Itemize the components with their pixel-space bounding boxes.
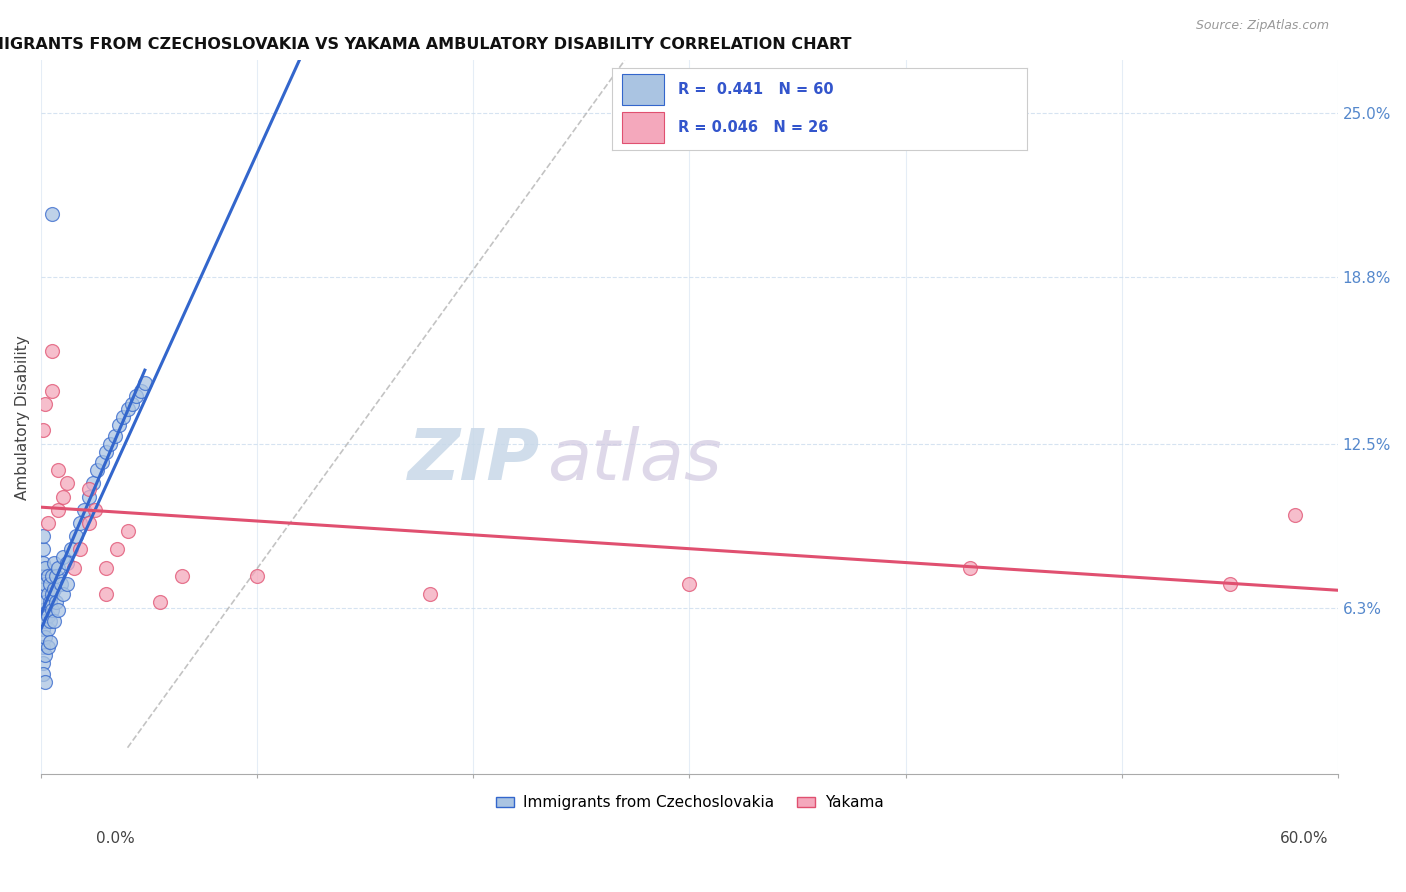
Point bbox=[103, 429, 125, 443]
Point bbox=[959, 561, 981, 575]
Point bbox=[84, 503, 107, 517]
Point bbox=[32, 640, 55, 655]
Point bbox=[38, 576, 60, 591]
Point bbox=[42, 556, 65, 570]
Point bbox=[48, 503, 70, 517]
Point bbox=[34, 674, 56, 689]
Point bbox=[419, 587, 441, 601]
Point bbox=[38, 614, 60, 628]
Point bbox=[32, 622, 55, 636]
Point bbox=[94, 561, 117, 575]
Point bbox=[37, 640, 59, 655]
Point bbox=[34, 595, 56, 609]
Text: ZIP: ZIP bbox=[408, 425, 540, 494]
Point bbox=[32, 582, 55, 596]
Point bbox=[134, 376, 156, 390]
Point bbox=[37, 608, 59, 623]
Point bbox=[108, 418, 131, 433]
Point bbox=[34, 561, 56, 575]
Point bbox=[62, 561, 84, 575]
Point bbox=[38, 595, 60, 609]
Point bbox=[32, 424, 55, 438]
Point bbox=[42, 614, 65, 628]
Point bbox=[125, 389, 148, 403]
Point bbox=[94, 587, 117, 601]
Point bbox=[56, 576, 79, 591]
Point bbox=[32, 529, 55, 543]
Point bbox=[48, 561, 70, 575]
Point bbox=[1284, 508, 1306, 522]
Point bbox=[117, 402, 139, 417]
Point bbox=[77, 516, 100, 530]
Point bbox=[56, 476, 79, 491]
Point bbox=[86, 463, 108, 477]
Point bbox=[60, 542, 83, 557]
Point bbox=[1219, 576, 1241, 591]
Point bbox=[73, 503, 96, 517]
Point bbox=[32, 556, 55, 570]
Point bbox=[34, 397, 56, 411]
Point bbox=[32, 569, 55, 583]
Point bbox=[32, 656, 55, 670]
Point bbox=[52, 587, 75, 601]
Point bbox=[678, 576, 700, 591]
Point bbox=[32, 666, 55, 681]
Point bbox=[41, 587, 63, 601]
Point bbox=[77, 482, 100, 496]
Point bbox=[48, 463, 70, 477]
Point bbox=[82, 476, 104, 491]
Point bbox=[41, 384, 63, 398]
Point bbox=[77, 490, 100, 504]
Point bbox=[38, 635, 60, 649]
Point bbox=[42, 582, 65, 596]
Point bbox=[37, 569, 59, 583]
Point bbox=[121, 397, 143, 411]
Point bbox=[32, 603, 55, 617]
Point bbox=[37, 587, 59, 601]
Point bbox=[112, 410, 135, 425]
Text: 60.0%: 60.0% bbox=[1281, 831, 1329, 846]
Point bbox=[69, 516, 91, 530]
Point bbox=[45, 595, 67, 609]
Text: 0.0%: 0.0% bbox=[96, 831, 135, 846]
Point bbox=[41, 569, 63, 583]
Point bbox=[94, 444, 117, 458]
Point bbox=[34, 648, 56, 662]
Point bbox=[52, 550, 75, 565]
Y-axis label: Ambulatory Disability: Ambulatory Disability bbox=[15, 334, 30, 500]
Point bbox=[65, 529, 87, 543]
Text: Source: ZipAtlas.com: Source: ZipAtlas.com bbox=[1195, 19, 1329, 31]
Point bbox=[41, 344, 63, 359]
Text: IMMIGRANTS FROM CZECHOSLOVAKIA VS YAKAMA AMBULATORY DISABILITY CORRELATION CHART: IMMIGRANTS FROM CZECHOSLOVAKIA VS YAKAMA… bbox=[0, 37, 852, 53]
Point bbox=[41, 603, 63, 617]
Point bbox=[129, 384, 152, 398]
Point bbox=[48, 603, 70, 617]
Point bbox=[34, 576, 56, 591]
Point bbox=[34, 614, 56, 628]
Point bbox=[117, 524, 139, 538]
Point bbox=[149, 595, 172, 609]
Point bbox=[52, 490, 75, 504]
Point bbox=[246, 569, 269, 583]
Point bbox=[170, 569, 193, 583]
Point bbox=[37, 622, 59, 636]
Point bbox=[56, 556, 79, 570]
Point bbox=[32, 542, 55, 557]
Point bbox=[105, 542, 128, 557]
Point bbox=[37, 516, 59, 530]
Point bbox=[34, 630, 56, 644]
Text: atlas: atlas bbox=[547, 425, 721, 494]
Point bbox=[45, 569, 67, 583]
Point bbox=[41, 207, 63, 221]
Point bbox=[49, 576, 72, 591]
Legend: Immigrants from Czechoslovakia, Yakama: Immigrants from Czechoslovakia, Yakama bbox=[489, 789, 890, 816]
Point bbox=[69, 542, 91, 557]
Point bbox=[98, 436, 121, 450]
Point bbox=[90, 455, 112, 469]
